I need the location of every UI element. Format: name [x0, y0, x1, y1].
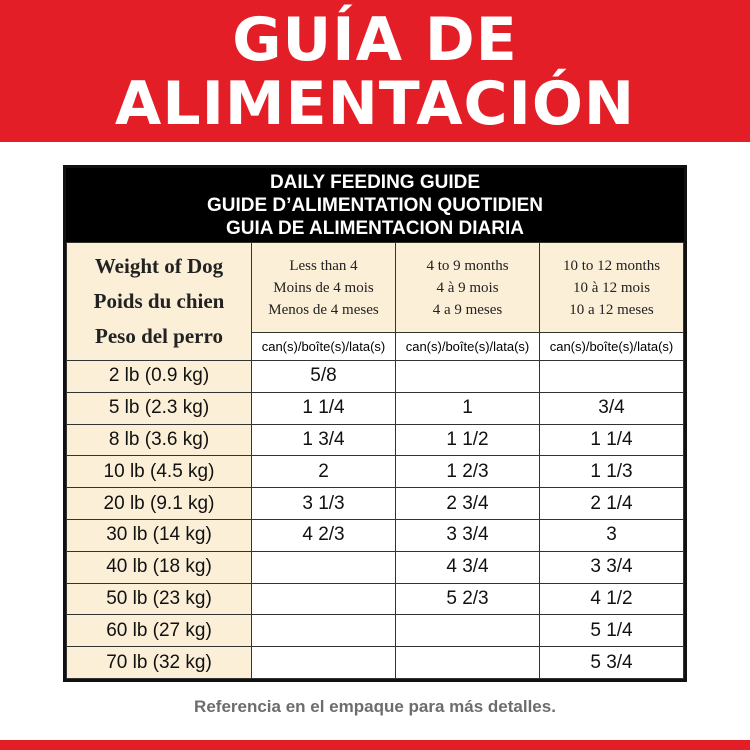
amount-cell: [251, 550, 396, 584]
weight-header-en: Weight of Dog: [94, 254, 224, 278]
amount-cell: 3: [539, 518, 684, 552]
title-banner: GUÍA DE ALIMENTACIÓN: [0, 0, 750, 142]
amount-cell: 5 3/4: [539, 646, 684, 679]
weight-cell: 10 lb (4.5 kg): [66, 455, 252, 489]
unit-label: can(s)/boîte(s)/lata(s): [539, 332, 684, 361]
table-row: 60 lb (27 kg) 5 1/4: [66, 614, 684, 648]
age-header: 4 to 9 months 4 à 9 mois 4 a 9 meses: [395, 242, 540, 333]
amount-cell: 3 1/3: [251, 487, 396, 520]
amount-cell: 1 1/4: [251, 391, 396, 425]
feeding-guide-table: DAILY FEEDING GUIDE GUIDE D’ALIMENTATION…: [63, 165, 687, 682]
table-title: DAILY FEEDING GUIDE GUIDE D’ALIMENTATION…: [66, 168, 684, 242]
banner-title-line1: GUÍA DE: [232, 5, 518, 75]
unit-label: can(s)/boîte(s)/lata(s): [395, 332, 540, 361]
amount-cell: 1: [395, 391, 540, 425]
title-fr: GUIDE D’ALIMENTATION QUOTIDIEN: [206, 195, 543, 216]
amount-cell: 1 3/4: [251, 423, 396, 457]
age-fr: 10 à 12 mois: [572, 279, 651, 296]
amount-cell: 2 3/4: [395, 487, 540, 520]
table-row: 5 lb (2.3 kg) 1 1/4 1 3/4: [66, 391, 684, 425]
amount-cell: 1 1/2: [395, 423, 540, 457]
title-es: GUIA DE ALIMENTACION DIARIA: [225, 218, 524, 239]
amount-cell: [251, 646, 396, 679]
weight-header: Weight of Dog Poids du chien Peso del pe…: [66, 242, 252, 361]
amount-cell: [539, 360, 684, 393]
table-row: 40 lb (18 kg) 4 3/4 3 3/4: [66, 550, 684, 584]
table-row: 50 lb (23 kg) 5 2/3 4 1/2: [66, 582, 684, 616]
bottom-red-strip: [0, 740, 750, 750]
weight-cell: 40 lb (18 kg): [66, 550, 252, 584]
weight-cell: 2 lb (0.9 kg): [66, 360, 252, 393]
table-row: 70 lb (32 kg) 5 3/4: [66, 646, 684, 679]
weight-header-fr: Poids du chien: [93, 289, 225, 313]
amount-cell: 5/8: [251, 360, 396, 393]
amount-cell: 5 2/3: [395, 582, 540, 616]
amount-cell: 2: [251, 455, 396, 489]
amount-cell: 5 1/4: [539, 614, 684, 648]
weight-cell: 70 lb (32 kg): [66, 646, 252, 679]
weight-cell: 5 lb (2.3 kg): [66, 391, 252, 425]
age-en: 10 to 12 months: [562, 257, 661, 274]
amount-cell: [395, 646, 540, 679]
weight-cell: 50 lb (23 kg): [66, 582, 252, 616]
age-fr: Moins de 4 mois: [273, 279, 374, 296]
footer-note: Referencia en el empaque para más detall…: [194, 697, 556, 716]
age-en: 4 to 9 months: [426, 257, 509, 274]
age-es: 10 a 12 meses: [569, 301, 654, 318]
table-row: 10 lb (4.5 kg) 2 1 2/3 1 1/3: [66, 455, 684, 489]
age-es: 4 a 9 meses: [432, 301, 503, 318]
amount-cell: [251, 614, 396, 648]
table-row: 20 lb (9.1 kg) 3 1/3 2 3/4 2 1/4: [66, 487, 684, 520]
table-row: 30 lb (14 kg) 4 2/3 3 3/4 3: [66, 518, 684, 552]
age-es: Menos de 4 meses: [268, 301, 379, 318]
amount-cell: 3 3/4: [395, 518, 540, 552]
amount-cell: [395, 360, 540, 393]
title-en: DAILY FEEDING GUIDE: [269, 172, 481, 193]
amount-cell: 3/4: [539, 391, 684, 425]
amount-cell: 3 3/4: [539, 550, 684, 584]
amount-cell: 1 1/3: [539, 455, 684, 489]
weight-cell: 60 lb (27 kg): [66, 614, 252, 648]
amount-cell: 4 3/4: [395, 550, 540, 584]
age-header: 10 to 12 months 10 à 12 mois 10 a 12 meses: [539, 242, 684, 333]
amount-cell: 2 1/4: [539, 487, 684, 520]
amount-cell: 4 2/3: [251, 518, 396, 552]
weight-cell: 20 lb (9.1 kg): [66, 487, 252, 520]
weight-cell: 30 lb (14 kg): [66, 518, 252, 552]
amount-cell: 1 2/3: [395, 455, 540, 489]
age-header: Less than 4 Moins de 4 mois Menos de 4 mes…: [251, 242, 396, 333]
weight-header-es: Peso del perro: [95, 324, 223, 348]
amount-cell: 4 1/2: [539, 582, 684, 616]
table-row: 8 lb (3.6 kg) 1 3/4 1 1/2 1 1/4: [66, 423, 684, 457]
banner-title-line2: ALIMENTACIÓN: [114, 69, 636, 139]
unit-label: can(s)/boîte(s)/lata(s): [251, 332, 396, 361]
weight-cell: 8 lb (3.6 kg): [66, 423, 252, 457]
amount-cell: [251, 582, 396, 616]
age-fr: 4 à 9 mois: [436, 279, 499, 296]
table-row: 2 lb (0.9 kg) 5/8: [66, 360, 684, 393]
amount-cell: [395, 614, 540, 648]
age-en: Less than 4: [289, 257, 358, 274]
amount-cell: 1 1/4: [539, 423, 684, 457]
